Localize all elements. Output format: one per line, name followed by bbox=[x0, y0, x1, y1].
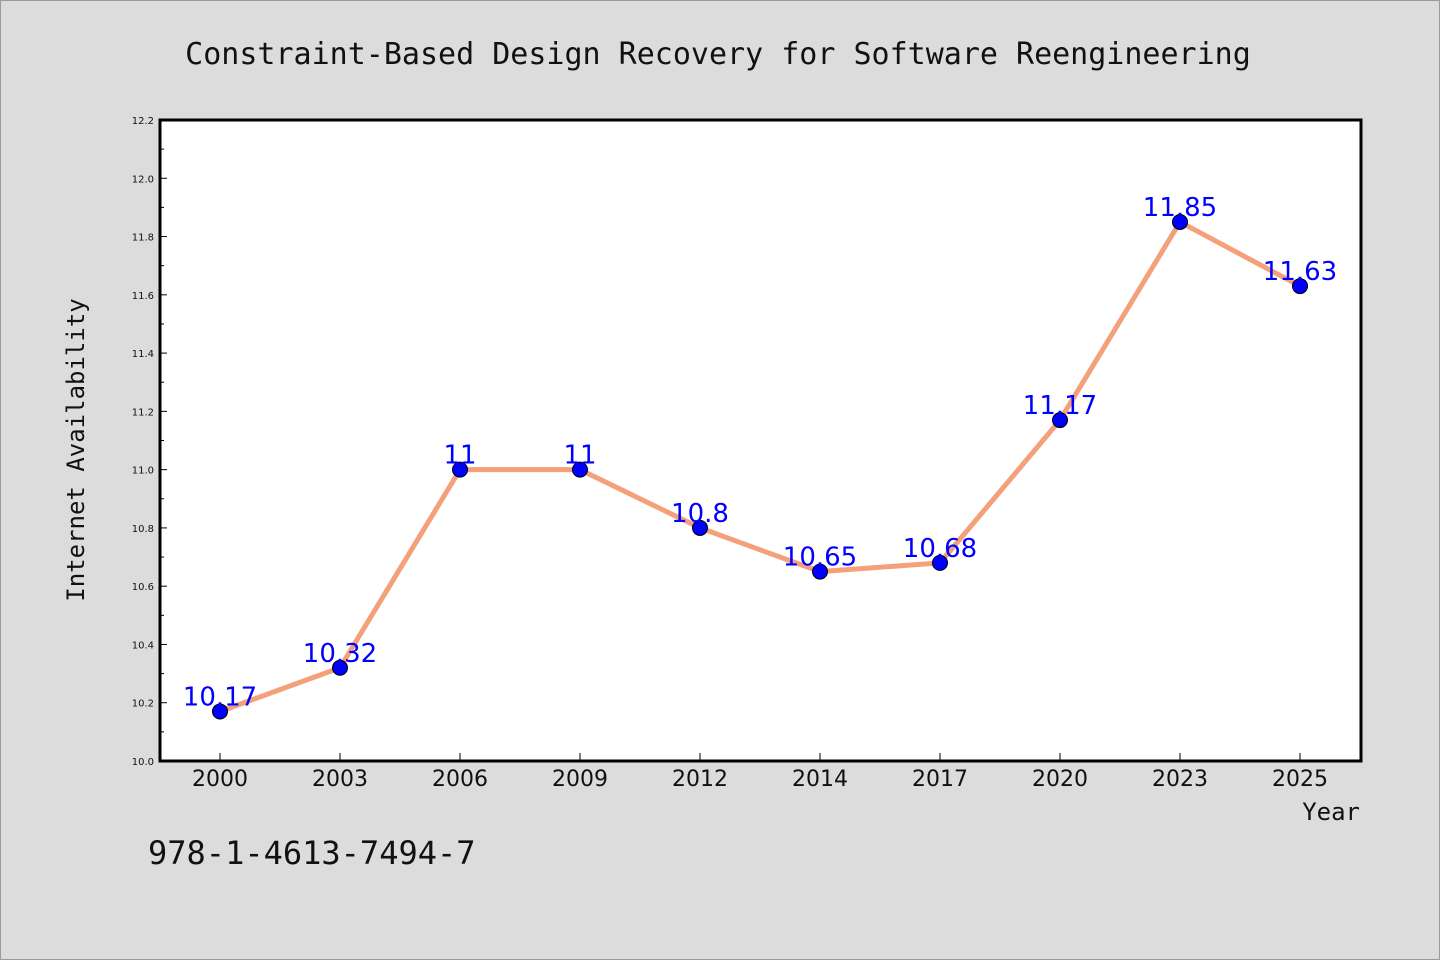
y-tick-label: 11.6 bbox=[132, 291, 154, 302]
y-tick-label: 11.2 bbox=[132, 407, 154, 418]
data-point bbox=[932, 554, 948, 571]
data-label: 10.65 bbox=[783, 543, 857, 573]
x-tick-label: 2006 bbox=[432, 767, 488, 792]
y-tick-label: 10.6 bbox=[132, 582, 154, 593]
data-labels: 10.17 10.32 11 11 10.8 10.65 10.68 11.17 11.85 11… bbox=[183, 193, 1337, 712]
data-label: 10.17 bbox=[183, 682, 257, 712]
y-tick-label: 12.2 bbox=[132, 116, 154, 127]
x-tick-label: 2017 bbox=[912, 767, 968, 792]
y-tick-label: 12.0 bbox=[132, 174, 154, 185]
data-label: 11.63 bbox=[1263, 257, 1337, 287]
plot-area bbox=[158, 118, 1363, 763]
data-point bbox=[812, 563, 828, 580]
x-tick-label: 2020 bbox=[1032, 767, 1088, 792]
data-label: 10.8 bbox=[671, 499, 729, 529]
y-tick-label: 10.0 bbox=[132, 757, 154, 768]
x-tick-label: 2000 bbox=[192, 767, 248, 792]
data-label: 11 bbox=[563, 441, 596, 471]
data-point bbox=[332, 659, 348, 676]
y-tick-label: 10.8 bbox=[132, 524, 154, 535]
y-axis: 10.0 10.2 10.4 10.6 10.8 11.0 11.2 11.4 11.6 11.8… bbox=[132, 116, 167, 768]
chart-title: Constraint-Based Design Recovery for Sof… bbox=[185, 37, 1251, 72]
data-label: 11 bbox=[443, 441, 476, 471]
data-point bbox=[212, 703, 228, 720]
y-tick-label: 10.2 bbox=[132, 699, 154, 710]
x-tick-label: 2025 bbox=[1272, 767, 1328, 792]
data-point bbox=[1052, 412, 1068, 429]
series-layer bbox=[212, 213, 1308, 720]
data-point bbox=[572, 461, 588, 478]
data-label: 11.17 bbox=[1023, 391, 1097, 421]
footer-isbn: 978-1-4613-7494-7 bbox=[148, 834, 476, 872]
y-tick-label: 11.4 bbox=[132, 349, 154, 360]
x-tick-label: 2003 bbox=[312, 767, 368, 792]
y-axis-label: Internet Availability bbox=[62, 298, 90, 601]
data-label: 10.68 bbox=[903, 534, 977, 564]
x-tick-label: 2012 bbox=[672, 767, 728, 792]
x-tick-label: 2023 bbox=[1152, 767, 1208, 792]
x-tick-label: 2014 bbox=[792, 767, 848, 792]
y-tick-label: 10.4 bbox=[132, 640, 154, 651]
series-line bbox=[219, 219, 1302, 714]
data-label: 10.32 bbox=[303, 639, 377, 669]
data-point bbox=[1292, 278, 1308, 295]
x-axis-label: Year bbox=[1302, 798, 1360, 826]
data-point bbox=[452, 461, 468, 478]
y-tick-label: 11.8 bbox=[132, 233, 154, 244]
data-point bbox=[692, 519, 708, 536]
data-point bbox=[1172, 213, 1188, 230]
x-tick-label: 2009 bbox=[552, 767, 608, 792]
x-axis: 2000 2003 2006 2009 2012 2014 2017 2020 2023 2025 bbox=[192, 753, 1328, 792]
y-tick-label: 11.0 bbox=[132, 466, 154, 477]
data-label: 11.85 bbox=[1143, 193, 1217, 223]
